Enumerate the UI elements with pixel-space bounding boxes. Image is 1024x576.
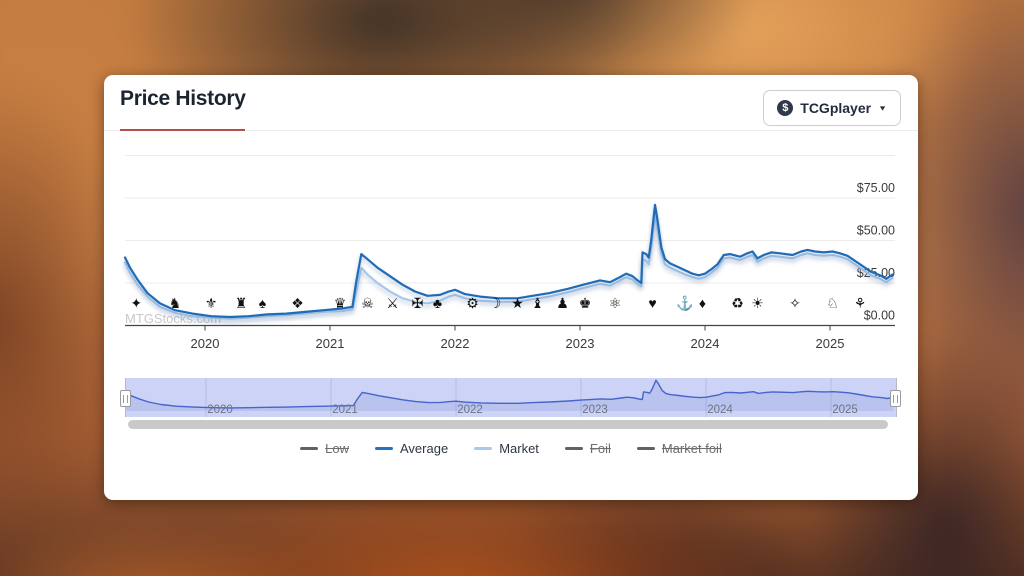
navigator-year-label: 2022 — [457, 404, 483, 416]
set-symbol-icon: ♣ — [433, 295, 442, 311]
x-axis-label: 2025 — [816, 336, 845, 351]
legend-dash-icon — [300, 447, 319, 450]
set-symbol-icon: ♝ — [531, 295, 544, 311]
grip-icon — [893, 394, 898, 403]
legend-item-market[interactable]: Market — [474, 441, 539, 456]
set-symbol-icon: ⚙ — [466, 295, 479, 311]
set-symbol-icon: ☽ — [489, 295, 502, 311]
chevron-down-icon: ▼ — [878, 104, 887, 112]
set-symbol-icon: ☀ — [751, 295, 764, 311]
dollar-coin-icon: $ — [777, 100, 794, 116]
set-symbol-icon: ♜ — [235, 295, 248, 311]
navigator-year-label: 2020 — [207, 404, 233, 416]
legend-label: Market — [499, 441, 539, 456]
set-symbol-icon: ♘ — [826, 295, 839, 311]
card-header: Price History $ TCGplayer ▼ — [104, 75, 918, 131]
set-symbol-icon: ⚓ — [676, 295, 693, 312]
set-symbol-icon: ♛ — [334, 295, 347, 311]
navigator-scrollbar[interactable] — [128, 420, 888, 429]
x-axis-label: 2022 — [441, 336, 470, 351]
grip-icon — [123, 394, 128, 403]
set-symbol-icon: ♞ — [169, 295, 182, 311]
set-symbol-icon: ★ — [511, 295, 524, 311]
set-symbol-icon: ♻ — [731, 295, 744, 311]
set-symbol-icon: ♟ — [556, 295, 569, 311]
set-symbol-icon: ♚ — [579, 295, 592, 311]
range-navigator-chart: 2020 2021 2022 2023 2024 2025 — [125, 378, 896, 417]
legend-item-foil[interactable]: Foil — [564, 441, 611, 456]
y-axis-label: $75.00 — [857, 181, 895, 195]
navigator-right-handle[interactable] — [890, 390, 901, 407]
chart-legend: Low Average Market Foil Market foil — [104, 441, 918, 456]
range-navigator[interactable]: 2020 2021 2022 2023 2024 2025 — [125, 378, 897, 417]
navigator-year-label: 2021 — [332, 404, 358, 416]
legend-item-low[interactable]: Low — [300, 441, 349, 456]
set-symbol-icon: ♦ — [699, 295, 706, 311]
navigator-year-label: 2024 — [707, 404, 733, 416]
set-symbol-icon: ⚛ — [609, 295, 622, 311]
set-symbol-icon: ♥ — [648, 295, 656, 311]
price-source-dropdown-button[interactable]: $ TCGplayer ▼ — [763, 90, 901, 126]
set-symbol-icon: ♠ — [259, 295, 267, 311]
legend-dash-icon — [474, 447, 493, 450]
legend-label: Low — [325, 441, 349, 456]
legend-dash-icon — [564, 447, 583, 450]
market-series-line — [124, 214, 894, 320]
price-history-card: Price History $ TCGplayer ▼ $0.00 $25.00 $… — [104, 75, 918, 500]
legend-label: Average — [400, 441, 449, 456]
set-symbol-icon: ⚘ — [854, 295, 867, 311]
average-series-line — [123, 203, 894, 319]
legend-label: Market foil — [661, 441, 722, 456]
set-symbol-icon: ☠ — [361, 295, 374, 311]
set-symbol-icon: ⚜ — [205, 295, 218, 311]
set-symbol-icon: ❖ — [291, 295, 304, 311]
navigator-year-label: 2023 — [582, 404, 608, 416]
set-symbol-icon: ⚔ — [386, 295, 399, 311]
navigator-area-fill — [126, 380, 894, 411]
legend-dash-icon — [636, 447, 655, 450]
legend-dash-icon — [375, 447, 393, 450]
legend-label: Foil — [589, 441, 611, 456]
legend-item-average[interactable]: Average — [375, 441, 448, 456]
navigator-year-label: 2025 — [832, 404, 858, 416]
y-axis-label: $50.00 — [857, 224, 895, 238]
x-axis-label: 2024 — [691, 336, 720, 351]
navigator-average-line — [125, 379, 894, 409]
set-symbol-icon: ✧ — [789, 295, 801, 311]
set-symbol-icon: ✠ — [412, 295, 424, 311]
page-title: Price History — [120, 87, 246, 110]
x-axis-label: 2020 — [191, 336, 220, 351]
watermark: MTGStocks.com — [125, 311, 221, 326]
price-source-label: TCGplayer — [800, 100, 872, 116]
set-symbol-icon: ✦ — [130, 295, 142, 311]
title-accent-underline — [120, 129, 245, 131]
x-axis-label: 2023 — [566, 336, 595, 351]
legend-item-market-foil[interactable]: Market foil — [636, 441, 722, 456]
navigator-left-handle[interactable] — [120, 390, 131, 407]
navigator-selected-range — [126, 378, 896, 417]
x-axis-label: 2021 — [316, 336, 345, 351]
y-axis-label: $0.00 — [864, 309, 895, 323]
